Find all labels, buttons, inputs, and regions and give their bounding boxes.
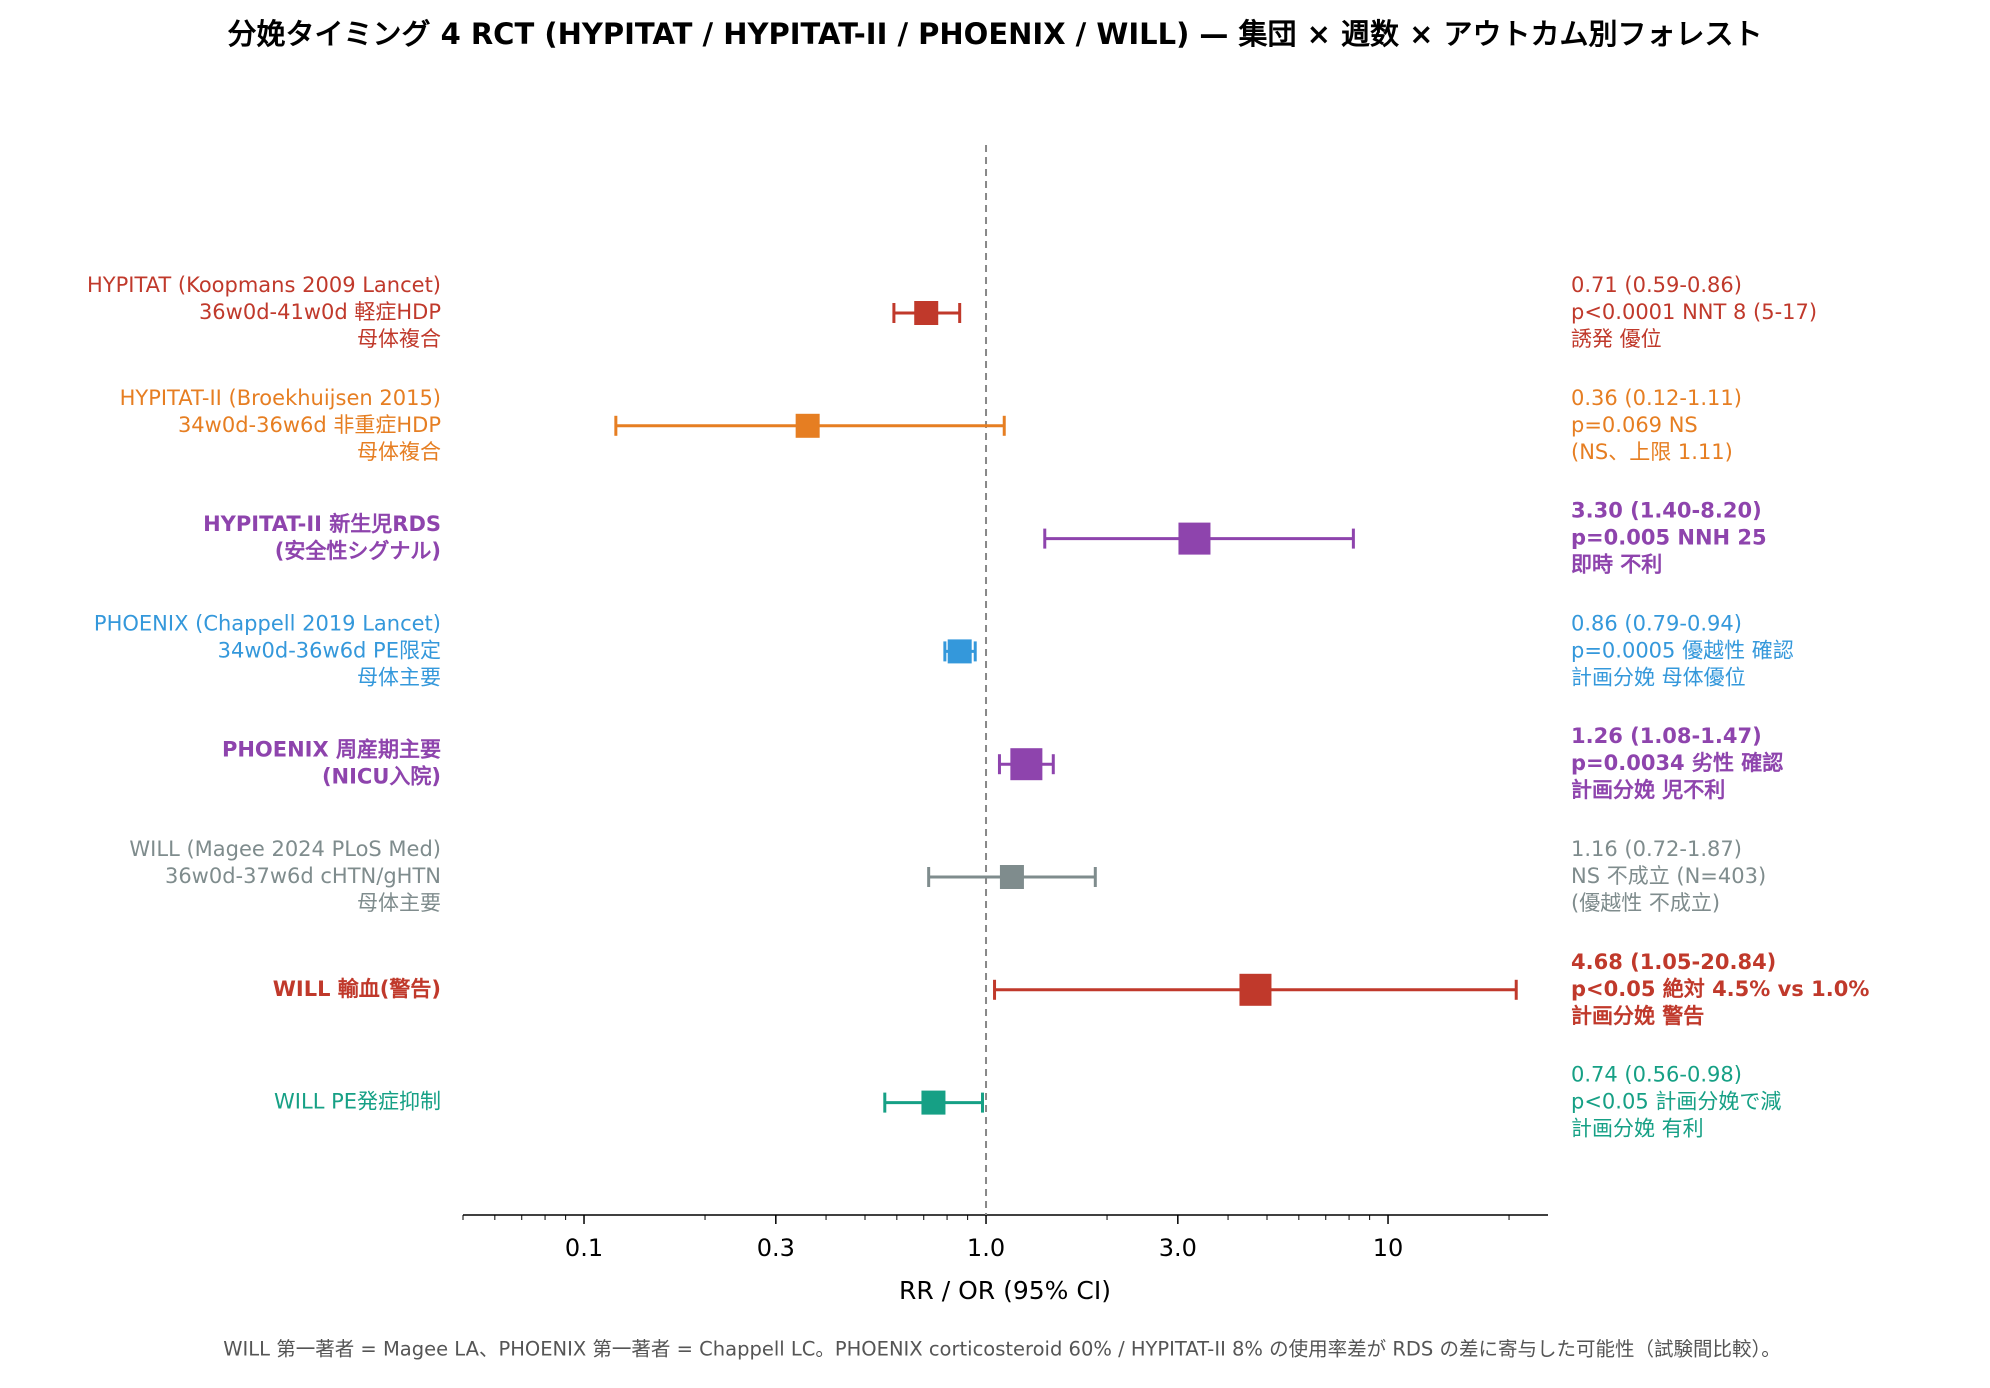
row-note: (優越性 不成立) (1571, 891, 1720, 915)
row-label: HYPITAT (Koopmans 2009 Lancet) (87, 273, 441, 297)
row-note: p=0.0005 優越性 確認 (1571, 638, 1794, 662)
row-note: 1.16 (0.72-1.87) (1571, 837, 1742, 861)
footnote: WILL 第一著者 = Magee LA、PHOENIX 第一著者 = Chap… (223, 1338, 1781, 1361)
row-label: (NICU入院) (322, 765, 441, 789)
x-tick-label: 1.0 (967, 1234, 1005, 1262)
row-note: 計画分娩 児不利 (1571, 778, 1725, 802)
row-label: (安全性シグナル) (275, 539, 441, 563)
estimate-marker (999, 865, 1024, 889)
row-label: 34w0d-36w6d PE限定 (218, 638, 441, 662)
x-tick-label: 3.0 (1159, 1234, 1197, 1262)
row-note: p<0.0001 NNT 8 (5-17) (1571, 300, 1817, 324)
row-note: 計画分娩 有利 (1571, 1117, 1704, 1141)
row-label: WILL (Magee 2024 PLoS Med) (129, 837, 441, 861)
row-note: 1.26 (1.08-1.47) (1571, 724, 1762, 748)
row-label: 36w0d-37w6d cHTN/gHTN (165, 864, 441, 888)
row-note: 4.68 (1.05-20.84) (1571, 950, 1776, 974)
x-axis-label: RR / OR (95% CI) (899, 1276, 1111, 1305)
row-note: NS 不成立 (N=403) (1571, 864, 1766, 888)
estimate-marker (1010, 748, 1043, 781)
row-note: 即時 不利 (1571, 553, 1662, 577)
estimate-marker (795, 413, 820, 438)
row-label: 母体複合 (357, 327, 441, 351)
row-note: (NS、上限 1.11) (1571, 440, 1733, 464)
row-label: HYPITAT-II 新生児RDS (203, 512, 441, 536)
row-note: 3.30 (1.40-8.20) (1571, 499, 1762, 523)
estimate-marker (1178, 522, 1211, 555)
row-label: 母体複合 (357, 440, 441, 464)
row-label: 34w0d-36w6d 非重症HDP (178, 413, 441, 437)
x-tick-label: 0.1 (565, 1234, 603, 1262)
x-tick-label: 10 (1373, 1234, 1404, 1262)
row-note: p=0.069 NS (1571, 413, 1698, 437)
row-label: 母体主要 (357, 891, 441, 915)
estimate-marker (914, 301, 939, 325)
row-label: WILL PE発症抑制 (274, 1090, 441, 1114)
row-label: HYPITAT-II (Broekhuijsen 2015) (120, 386, 441, 410)
chart-title: 分娩タイミング 4 RCT (HYPITAT / HYPITAT-II / PH… (227, 17, 1762, 51)
row-note: p<0.05 計画分娩で減 (1571, 1090, 1781, 1114)
row-note: 0.74 (0.56-0.98) (1571, 1063, 1742, 1087)
row-note: 0.86 (0.79-0.94) (1571, 611, 1742, 635)
row-label: PHOENIX 周産期主要 (222, 738, 441, 762)
row-label: 36w0d-41w0d 軽症HDP (199, 300, 441, 324)
row-label: WILL 輸血(警告) (273, 977, 441, 1001)
row-note: 0.71 (0.59-0.86) (1571, 273, 1742, 297)
row-note: p=0.005 NNH 25 (1571, 526, 1767, 550)
row-label: 母体主要 (357, 665, 441, 689)
x-tick-label: 0.3 (757, 1234, 795, 1262)
row-label: PHOENIX (Chappell 2019 Lancet) (94, 611, 441, 635)
row-note: 誘発 優位 (1571, 327, 1662, 351)
row-note: p<0.05 絶対 4.5% vs 1.0% (1571, 977, 1869, 1001)
estimate-marker (921, 1090, 946, 1115)
row-note: 計画分娩 母体優位 (1571, 665, 1746, 689)
row-note: 計画分娩 警告 (1571, 1004, 1704, 1028)
estimate-marker (1239, 973, 1272, 1006)
estimate-marker (947, 639, 972, 664)
row-note: p=0.0034 劣性 確認 (1571, 751, 1783, 775)
row-note: 0.36 (0.12-1.11) (1571, 386, 1742, 410)
